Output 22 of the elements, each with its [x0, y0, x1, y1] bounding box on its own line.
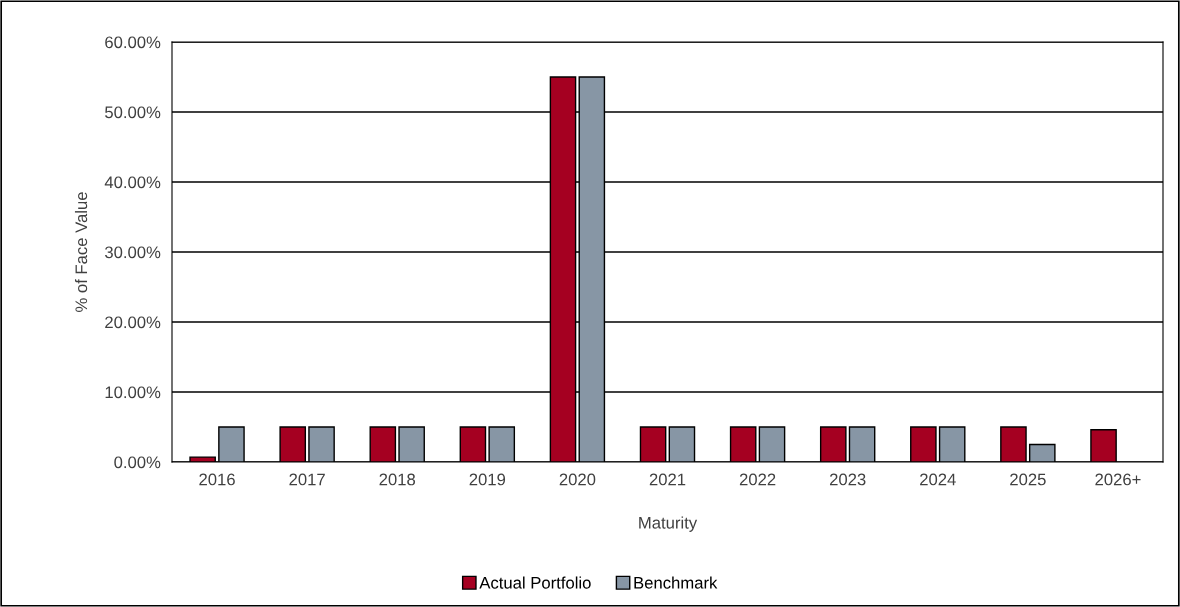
legend-label: Benchmark	[634, 576, 718, 589]
x-tick-label: 2023	[829, 473, 866, 486]
x-tick-label: 2025	[1010, 473, 1046, 486]
y-tick-label: 60.00%	[105, 36, 161, 49]
y-axis-title: % of Face Value	[74, 192, 88, 312]
y-tick-label: 40.00%	[104, 176, 161, 189]
x-tick-label: 2016	[199, 473, 235, 486]
y-tick-label: 10.00%	[105, 386, 161, 399]
y-tick-label: 20.00%	[105, 316, 161, 329]
y-tick-label: 0.00%	[114, 456, 161, 469]
x-tick-label: 2024	[920, 473, 956, 486]
y-tick-label: 30.00%	[105, 246, 161, 259]
x-tick-label: 2018	[379, 473, 416, 486]
x-tick-label: 2021	[649, 473, 686, 486]
x-tick-label: 2020	[559, 473, 596, 486]
y-tick-label: 50.00%	[105, 106, 161, 119]
legend-label: Actual Portfolio	[479, 576, 591, 589]
x-tick-label: 2022	[739, 473, 776, 486]
x-tick-label: 2019	[469, 473, 506, 486]
x-tick-label: 2017	[289, 473, 325, 486]
x-tick-label: 2026+	[1095, 473, 1141, 486]
x-axis-title: Maturity	[639, 516, 698, 532]
